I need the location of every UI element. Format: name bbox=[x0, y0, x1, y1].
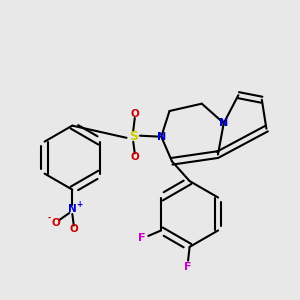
Text: O: O bbox=[51, 218, 60, 228]
Text: O: O bbox=[130, 152, 139, 162]
Text: F: F bbox=[139, 233, 146, 243]
Text: N: N bbox=[157, 132, 166, 142]
Text: -: - bbox=[47, 214, 50, 223]
Text: O: O bbox=[69, 224, 78, 234]
Text: N: N bbox=[219, 118, 228, 128]
Text: N: N bbox=[68, 204, 77, 214]
Text: O: O bbox=[130, 109, 139, 119]
Text: +: + bbox=[76, 200, 82, 209]
Text: S: S bbox=[129, 130, 138, 143]
Text: F: F bbox=[184, 262, 192, 272]
